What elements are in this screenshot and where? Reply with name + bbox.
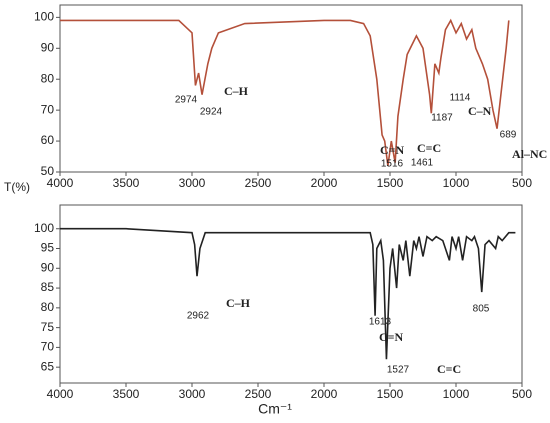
y-axis-label: T(%) xyxy=(4,180,30,194)
x-tick-label: 4000 xyxy=(47,176,74,190)
peak-label: 1114 xyxy=(450,93,471,104)
y-tick-label: 85 xyxy=(41,280,55,294)
y-tick-label: 75 xyxy=(41,320,55,334)
x-tick-label: 2000 xyxy=(311,176,338,190)
peak-label: 2924 xyxy=(200,107,223,118)
y-tick-label: 60 xyxy=(41,133,55,147)
y-tick-label: 70 xyxy=(41,340,55,354)
plot-frame xyxy=(59,4,523,173)
bond-label: C–H xyxy=(224,84,249,98)
peak-label: 1187 xyxy=(431,113,453,124)
x-tick-label: 1500 xyxy=(377,387,404,401)
bond-label: C=N xyxy=(380,143,405,157)
y-tick-label: 65 xyxy=(41,359,55,373)
y-tick-label: 90 xyxy=(41,260,55,274)
bond-label: C=C xyxy=(437,362,461,376)
x-tick-label: 1500 xyxy=(377,176,404,190)
spectrum-line xyxy=(60,227,516,360)
bond-label: C–N xyxy=(468,104,492,118)
x-tick-label: 2500 xyxy=(245,176,272,190)
spectrum-line xyxy=(60,18,510,166)
peak-label: 1527 xyxy=(387,365,410,376)
x-tick-label: 3000 xyxy=(179,387,206,401)
bond-label: Al–NC xyxy=(512,147,547,161)
x-tick-label: 3500 xyxy=(113,387,140,401)
x-tick-label: 1000 xyxy=(443,176,470,190)
y-tick-label: 95 xyxy=(41,241,55,255)
x-tick-label: 2000 xyxy=(311,387,338,401)
peak-label: 1613 xyxy=(369,317,392,328)
peak-label: 1516 xyxy=(381,159,404,170)
bond-label: C=N xyxy=(379,330,404,344)
x-tick-label: 2500 xyxy=(245,387,272,401)
peak-label: 689 xyxy=(500,130,517,141)
peak-label: 1461 xyxy=(411,158,434,169)
x-axis-label: Cm⁻¹ xyxy=(258,401,292,417)
y-tick-label: 100 xyxy=(34,10,54,24)
x-tick-label: 1000 xyxy=(443,387,470,401)
bond-label: C–H xyxy=(226,296,251,310)
peak-label: 805 xyxy=(473,304,490,315)
y-tick-label: 80 xyxy=(41,71,55,85)
peak-label: 2962 xyxy=(187,311,210,322)
y-tick-label: 70 xyxy=(41,102,55,116)
y-tick-label: 80 xyxy=(41,300,55,314)
x-tick-label: 4000 xyxy=(47,387,74,401)
plot-frame xyxy=(59,204,523,384)
x-tick-label: 3500 xyxy=(113,176,140,190)
y-tick-label: 100 xyxy=(34,221,54,235)
x-tick-label: 3000 xyxy=(179,176,206,190)
y-tick-label: 90 xyxy=(41,40,55,54)
x-tick-label: 500 xyxy=(512,387,532,401)
bond-label: C=C xyxy=(417,141,441,155)
y-tick-label: 50 xyxy=(41,164,55,178)
x-tick-label: 500 xyxy=(512,176,532,190)
peak-label: 2974 xyxy=(175,95,198,106)
